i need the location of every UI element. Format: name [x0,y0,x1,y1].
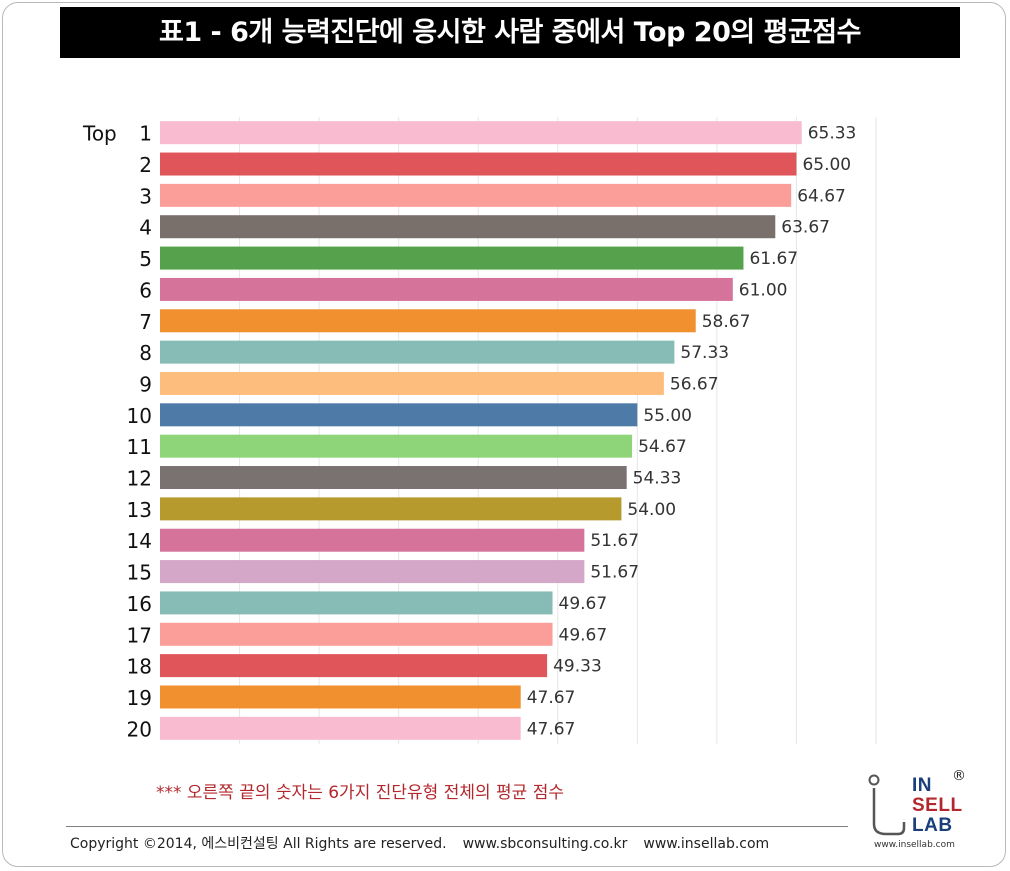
value-label-top-13: 54.00 [627,500,676,520]
copyright-line: Copyright ©2014, 에스비컨설팅 All Rights are r… [70,833,785,853]
copyright-text: Copyright ©2014, 에스비컨설팅 All Rights are r… [70,836,447,852]
bar-top-5 [160,246,744,270]
value-label-top-20: 47.67 [527,719,576,739]
bar-top-2 [160,152,797,176]
category-label-20: 20 [127,717,152,741]
bar-top-15 [160,560,585,584]
insellab-logo: IN SELL LAB ® www.insellab.com [864,768,976,858]
category-label-3: 3 [139,184,152,208]
site-link-sbconsulting[interactable]: www.sbconsulting.co.kr [462,836,628,852]
bar-top-13 [160,497,622,521]
value-label-top-17: 49.67 [559,625,608,645]
category-label-1: 1 [139,122,152,146]
value-label-top-10: 55.00 [643,406,692,426]
bar-top-19 [160,685,521,709]
value-label-top-9: 56.67 [670,374,719,394]
category-label-5: 5 [139,247,152,271]
bar-top-20 [160,716,521,740]
category-label-9: 9 [139,372,152,396]
value-label-top-18: 49.33 [553,657,602,677]
logo-site-text: www.insellab.com [874,840,955,850]
bar-top-7 [160,309,696,333]
logo-figure-icon [868,774,906,836]
category-label-14: 14 [127,529,152,553]
registered-mark: ® [952,768,966,784]
category-label-6: 6 [139,278,152,302]
logo-word-in: IN [912,775,932,796]
bar-top-1 [160,121,802,145]
category-label-4: 4 [139,216,152,240]
value-label-top-6: 61.00 [739,280,788,300]
value-label-top-19: 47.67 [527,688,576,708]
value-label-top-3: 64.67 [797,186,846,206]
value-label-top-7: 58.67 [702,312,751,332]
value-label-top-14: 51.67 [590,531,639,551]
value-label-top-5: 61.67 [749,249,798,269]
category-label-7: 7 [139,310,152,334]
value-label-top-1: 65.33 [808,124,857,144]
bar-top-10 [160,403,638,427]
bar-top-9 [160,371,664,395]
bar-top-11 [160,434,633,458]
category-label-8: 8 [139,341,152,365]
chart-title: 표1 - 6개 능력진단에 응시한 사람 중에서 Top 20의 평균점수 [60,7,960,58]
value-label-top-12: 54.33 [633,469,682,489]
value-label-top-15: 51.67 [590,563,639,583]
category-label-15: 15 [127,561,152,585]
category-label-2: 2 [139,153,152,177]
bar-top-16 [160,591,553,615]
category-label-17: 17 [127,623,152,647]
category-label-11: 11 [127,435,152,459]
value-label-top-2: 65.00 [802,155,851,175]
bar-top-12 [160,466,627,490]
category-prefix-label: Top [82,122,117,146]
value-label-top-4: 63.67 [781,218,830,238]
bar-top-8 [160,340,675,364]
bar-top-6 [160,277,733,301]
category-label-13: 13 [127,498,152,522]
category-label-10: 10 [127,404,152,428]
category-label-18: 18 [127,655,152,679]
category-label-19: 19 [127,686,152,710]
chart-note: *** 오른쪽 끝의 숫자는 6가지 진단유형 전체의 평균 점수 [156,783,564,803]
logo-word-lab: LAB [912,815,953,836]
logo-word-sell: SELL [912,795,963,816]
category-label-16: 16 [127,592,152,616]
site-link-insellab[interactable]: www.insellab.com [643,836,770,852]
footer-divider [66,826,848,827]
bar-top-4 [160,215,776,239]
value-label-top-11: 54.67 [638,437,687,457]
bar-top-18 [160,654,548,678]
bar-top-14 [160,528,585,552]
bar-chart: 65.33 1 65.00 2 64.67 3 63.67 4 61.67 5 61.00 6 58.6… [82,117,877,744]
value-label-top-16: 49.67 [559,594,608,614]
category-label-12: 12 [127,467,152,491]
value-label-top-8: 57.33 [680,343,729,363]
bar-top-17 [160,622,553,646]
bar-top-3 [160,183,792,207]
